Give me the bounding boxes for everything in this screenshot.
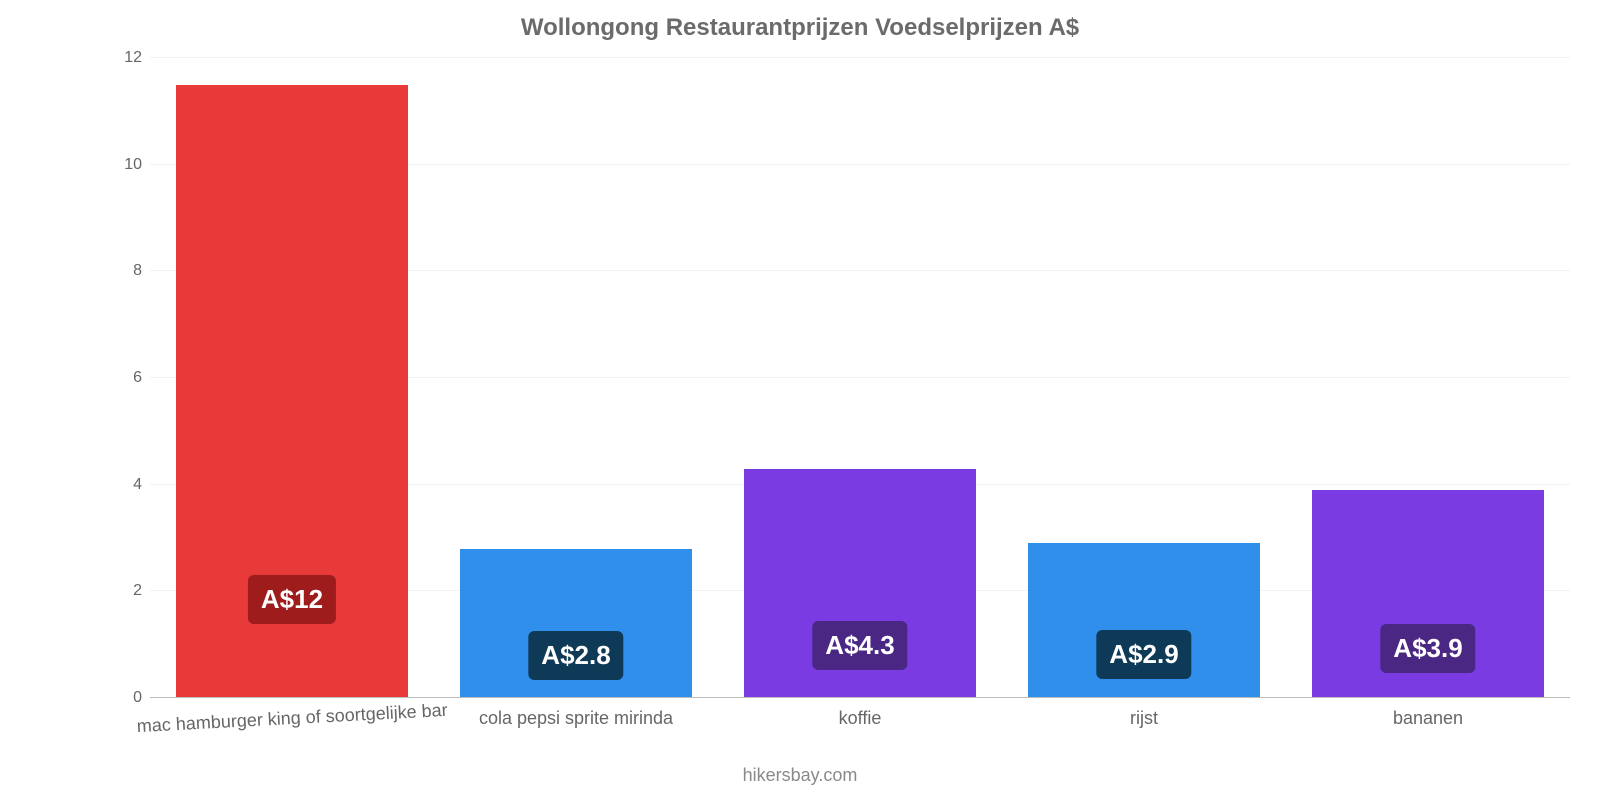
bar: A$12 (176, 85, 409, 698)
y-tick-label: 2 (133, 582, 150, 600)
bar-value-label: A$12 (248, 575, 336, 624)
x-category-label: cola pepsi sprite mirinda (479, 698, 673, 729)
plot-area: 024681012 A$12A$2.8A$4.3A$2.9A$3.9 mac h… (150, 58, 1570, 698)
x-category-label: bananen (1393, 698, 1463, 729)
y-tick-label: 10 (124, 156, 150, 174)
bar: A$3.9 (1312, 490, 1545, 698)
y-tick-label: 6 (133, 369, 150, 387)
bar-value-label: A$4.3 (812, 621, 907, 670)
y-tick-label: 4 (133, 476, 150, 494)
price-bar-chart: Wollongong Restaurantprijzen Voedselprij… (0, 0, 1600, 800)
bar-value-label: A$3.9 (1380, 624, 1475, 673)
y-tick-label: 8 (133, 262, 150, 280)
bar: A$2.9 (1028, 543, 1261, 698)
attribution-text: hikersbay.com (743, 765, 858, 786)
bars-layer: A$12 A$2.8 A$4.3 A$2.9 A$3.9 (150, 58, 1570, 698)
x-category-label: koffie (839, 698, 882, 729)
x-category-label: rijst (1130, 698, 1158, 729)
chart-title: Wollongong Restaurantprijzen Voedselprij… (0, 0, 1600, 42)
bar-value-label: A$2.8 (528, 631, 623, 680)
bar: A$2.8 (460, 549, 693, 698)
y-tick-label: 12 (124, 49, 150, 67)
x-baseline (150, 697, 1570, 698)
bar: A$4.3 (744, 469, 977, 698)
bar-value-label: A$2.9 (1096, 630, 1191, 679)
y-tick-label: 0 (133, 689, 150, 707)
